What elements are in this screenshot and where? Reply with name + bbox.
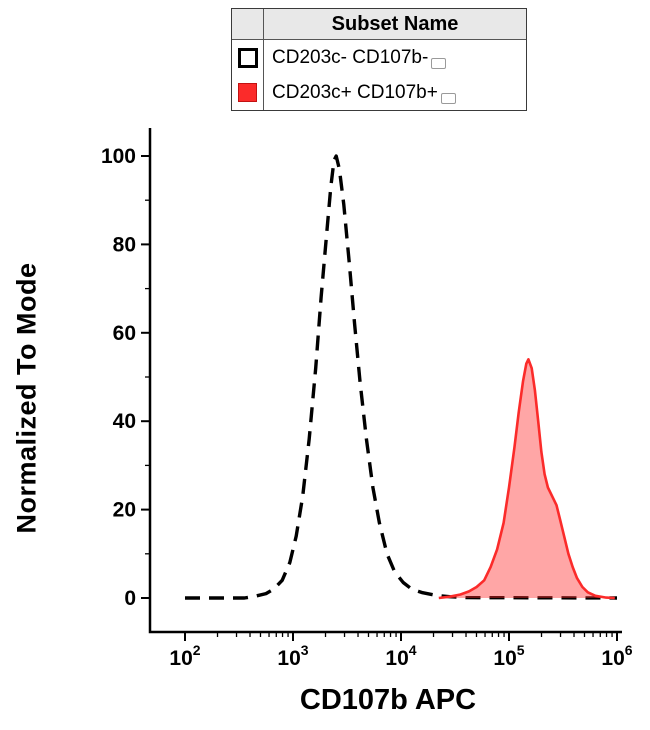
legend-entry-label: CD203c+ CD107b+ bbox=[272, 81, 438, 103]
y-axis-title: Normalized To Mode bbox=[11, 262, 42, 534]
y-tick-label: 0 bbox=[124, 587, 136, 610]
legend-swatch-cell bbox=[232, 40, 264, 75]
y-tick-label: 40 bbox=[113, 410, 136, 433]
y-tick-label: 100 bbox=[101, 145, 136, 168]
legend-entry-label: CD203c- CD107b- bbox=[272, 46, 429, 68]
x-tick-label: 102 bbox=[169, 642, 200, 670]
legend-header-title: Subset Name bbox=[331, 12, 459, 35]
axis-lines bbox=[148, 128, 622, 634]
gate-icon bbox=[431, 58, 447, 69]
legend: Subset Name CD203c- CD107b- CD203c+ CD10… bbox=[231, 8, 527, 111]
series-line-1 bbox=[438, 358, 615, 600]
legend-header-swatch-cell bbox=[232, 9, 264, 39]
y-tick-label: 20 bbox=[113, 499, 136, 522]
series-line-0 bbox=[185, 154, 618, 600]
legend-entry: CD203c+ CD107b+ bbox=[264, 75, 526, 110]
y-tick-label: 80 bbox=[113, 233, 136, 256]
y-tick-label: 60 bbox=[113, 322, 136, 345]
x-axis-title: CD107b APC bbox=[299, 684, 477, 716]
series-area-1 bbox=[438, 359, 615, 598]
legend-row-positive-subset: CD203c+ CD107b+ bbox=[232, 75, 526, 110]
x-tick-label: 103 bbox=[277, 642, 308, 670]
legend-header-row: Subset Name bbox=[232, 9, 526, 40]
x-tick-label: 104 bbox=[385, 642, 416, 670]
legend-entry: CD203c- CD107b- bbox=[264, 40, 526, 75]
legend-swatch-cell bbox=[232, 75, 264, 110]
filled-square-swatch-icon bbox=[238, 83, 257, 102]
open-square-swatch-icon bbox=[237, 47, 258, 68]
gate-icon bbox=[440, 93, 456, 104]
x-tick-label: 106 bbox=[601, 642, 632, 670]
x-tick-label: 105 bbox=[493, 642, 524, 670]
legend-row-negative-subset: CD203c- CD107b- bbox=[232, 40, 526, 75]
